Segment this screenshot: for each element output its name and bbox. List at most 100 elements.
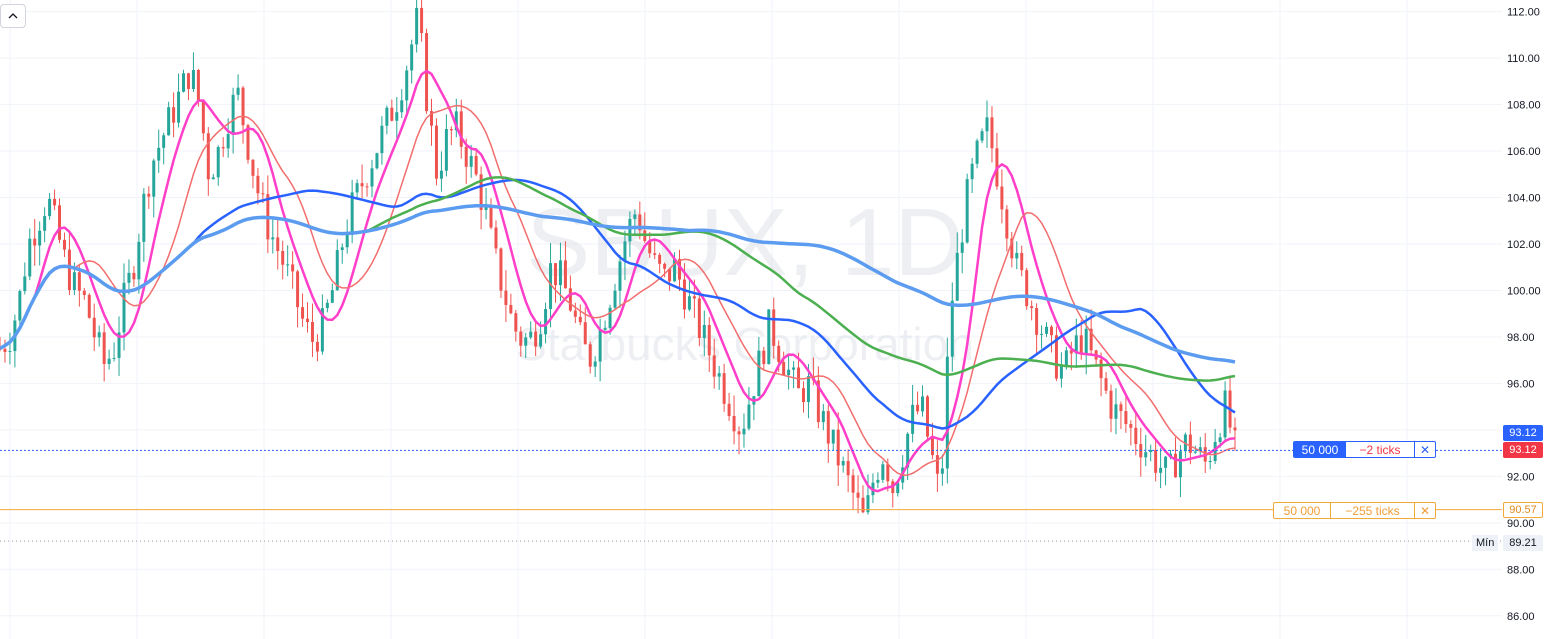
candle-body	[1164, 456, 1168, 468]
candle-body	[226, 134, 230, 149]
candle-body	[484, 207, 488, 210]
candle-body	[340, 247, 344, 251]
candle-body	[191, 70, 195, 89]
candle-body	[945, 356, 949, 469]
candle-body	[881, 464, 885, 480]
candle-body	[990, 117, 994, 149]
candle-body	[1079, 335, 1083, 355]
price-label-last: 93.12	[1503, 442, 1543, 458]
candle-body	[420, 7, 424, 34]
candle-body	[325, 302, 329, 309]
candle-body	[33, 238, 37, 246]
candle-body	[921, 396, 925, 412]
candle-body	[127, 272, 131, 283]
candle-body	[687, 296, 691, 310]
candle-body	[345, 234, 349, 248]
candle-body	[434, 125, 438, 179]
candle-body	[663, 263, 667, 269]
candle-body	[737, 431, 741, 435]
moving-average-line	[0, 69, 1236, 493]
candle-body	[1059, 365, 1063, 379]
candle-body	[985, 117, 989, 132]
candle-body	[514, 313, 518, 332]
candle-body	[499, 248, 503, 291]
candle-body	[231, 94, 235, 135]
candle-body	[613, 290, 617, 308]
candle-body	[856, 492, 860, 498]
candle-body	[43, 216, 47, 231]
candle-body	[682, 279, 686, 310]
order-qty[interactable]: 50 000	[1294, 442, 1346, 457]
candle-body	[504, 290, 508, 305]
candle-body	[186, 73, 190, 89]
candle-body	[821, 411, 825, 423]
candle-body	[975, 140, 979, 164]
y-tick-label: 106.00	[1507, 146, 1541, 158]
candle-body	[246, 125, 250, 160]
candle-body	[464, 146, 468, 167]
candle-body	[1084, 328, 1088, 355]
candle-body	[142, 193, 146, 242]
candle-body	[568, 288, 572, 311]
candle-body	[479, 174, 483, 210]
y-tick-label: 86.00	[1507, 611, 1535, 623]
candle-body	[797, 367, 801, 389]
candle-body	[335, 250, 339, 291]
candle-body	[1089, 328, 1093, 351]
collapse-button[interactable]	[0, 4, 26, 28]
candle-body	[563, 260, 567, 289]
candle-body	[841, 460, 845, 466]
order-qty[interactable]: 50 000	[1274, 503, 1331, 518]
candle-body	[801, 388, 805, 403]
order-line-blue[interactable]: 50 000 −2 ticks ✕	[1293, 441, 1436, 458]
candle-body	[1159, 467, 1163, 473]
candle-body	[216, 147, 220, 178]
chart-grid	[0, 0, 1502, 639]
candle-body	[454, 111, 458, 131]
candle-body	[320, 308, 324, 352]
candle-body	[410, 44, 414, 71]
candle-body	[633, 214, 637, 219]
candle-body	[117, 332, 121, 358]
y-tick-label: 90.00	[1507, 518, 1535, 530]
candle-body	[886, 464, 890, 482]
candle-body	[1099, 359, 1103, 379]
candle-body	[281, 251, 285, 265]
candle-body	[1064, 350, 1068, 366]
candle-body	[380, 125, 384, 154]
candle-body	[573, 310, 577, 317]
candle-body	[668, 268, 672, 282]
candle-body	[653, 253, 657, 255]
y-tick-label: 98.00	[1507, 332, 1535, 344]
candle-body	[1193, 451, 1197, 453]
candle-body	[896, 482, 900, 494]
candle-body	[400, 100, 404, 113]
candle-body	[1010, 238, 1014, 259]
candle-body	[1025, 270, 1029, 307]
chevron-up-icon	[8, 13, 18, 19]
candle-body	[529, 331, 533, 338]
order-line-orange[interactable]: 50 000 −255 ticks ✕	[1273, 502, 1436, 519]
candle-body	[866, 495, 870, 513]
candle-body	[182, 73, 186, 92]
candle-body	[935, 455, 939, 474]
candle-body	[648, 240, 652, 254]
candle-body	[489, 207, 493, 228]
close-icon[interactable]: ✕	[1419, 442, 1431, 457]
candle-body	[310, 322, 314, 342]
close-icon[interactable]: ✕	[1419, 503, 1431, 518]
moving-average-line	[0, 203, 1236, 364]
candle-body	[861, 497, 865, 513]
candle-body	[77, 272, 81, 291]
candle-body	[167, 107, 171, 136]
candle-body	[623, 241, 627, 262]
candle-body	[792, 367, 796, 370]
candle-body	[1030, 306, 1034, 309]
candle-body	[916, 404, 920, 412]
candle-body	[603, 327, 607, 330]
moving-averages	[0, 69, 1236, 493]
candle-body	[1198, 447, 1202, 452]
price-label-min: 89.21	[1503, 535, 1543, 551]
price-label-current: 93.12	[1503, 425, 1543, 441]
